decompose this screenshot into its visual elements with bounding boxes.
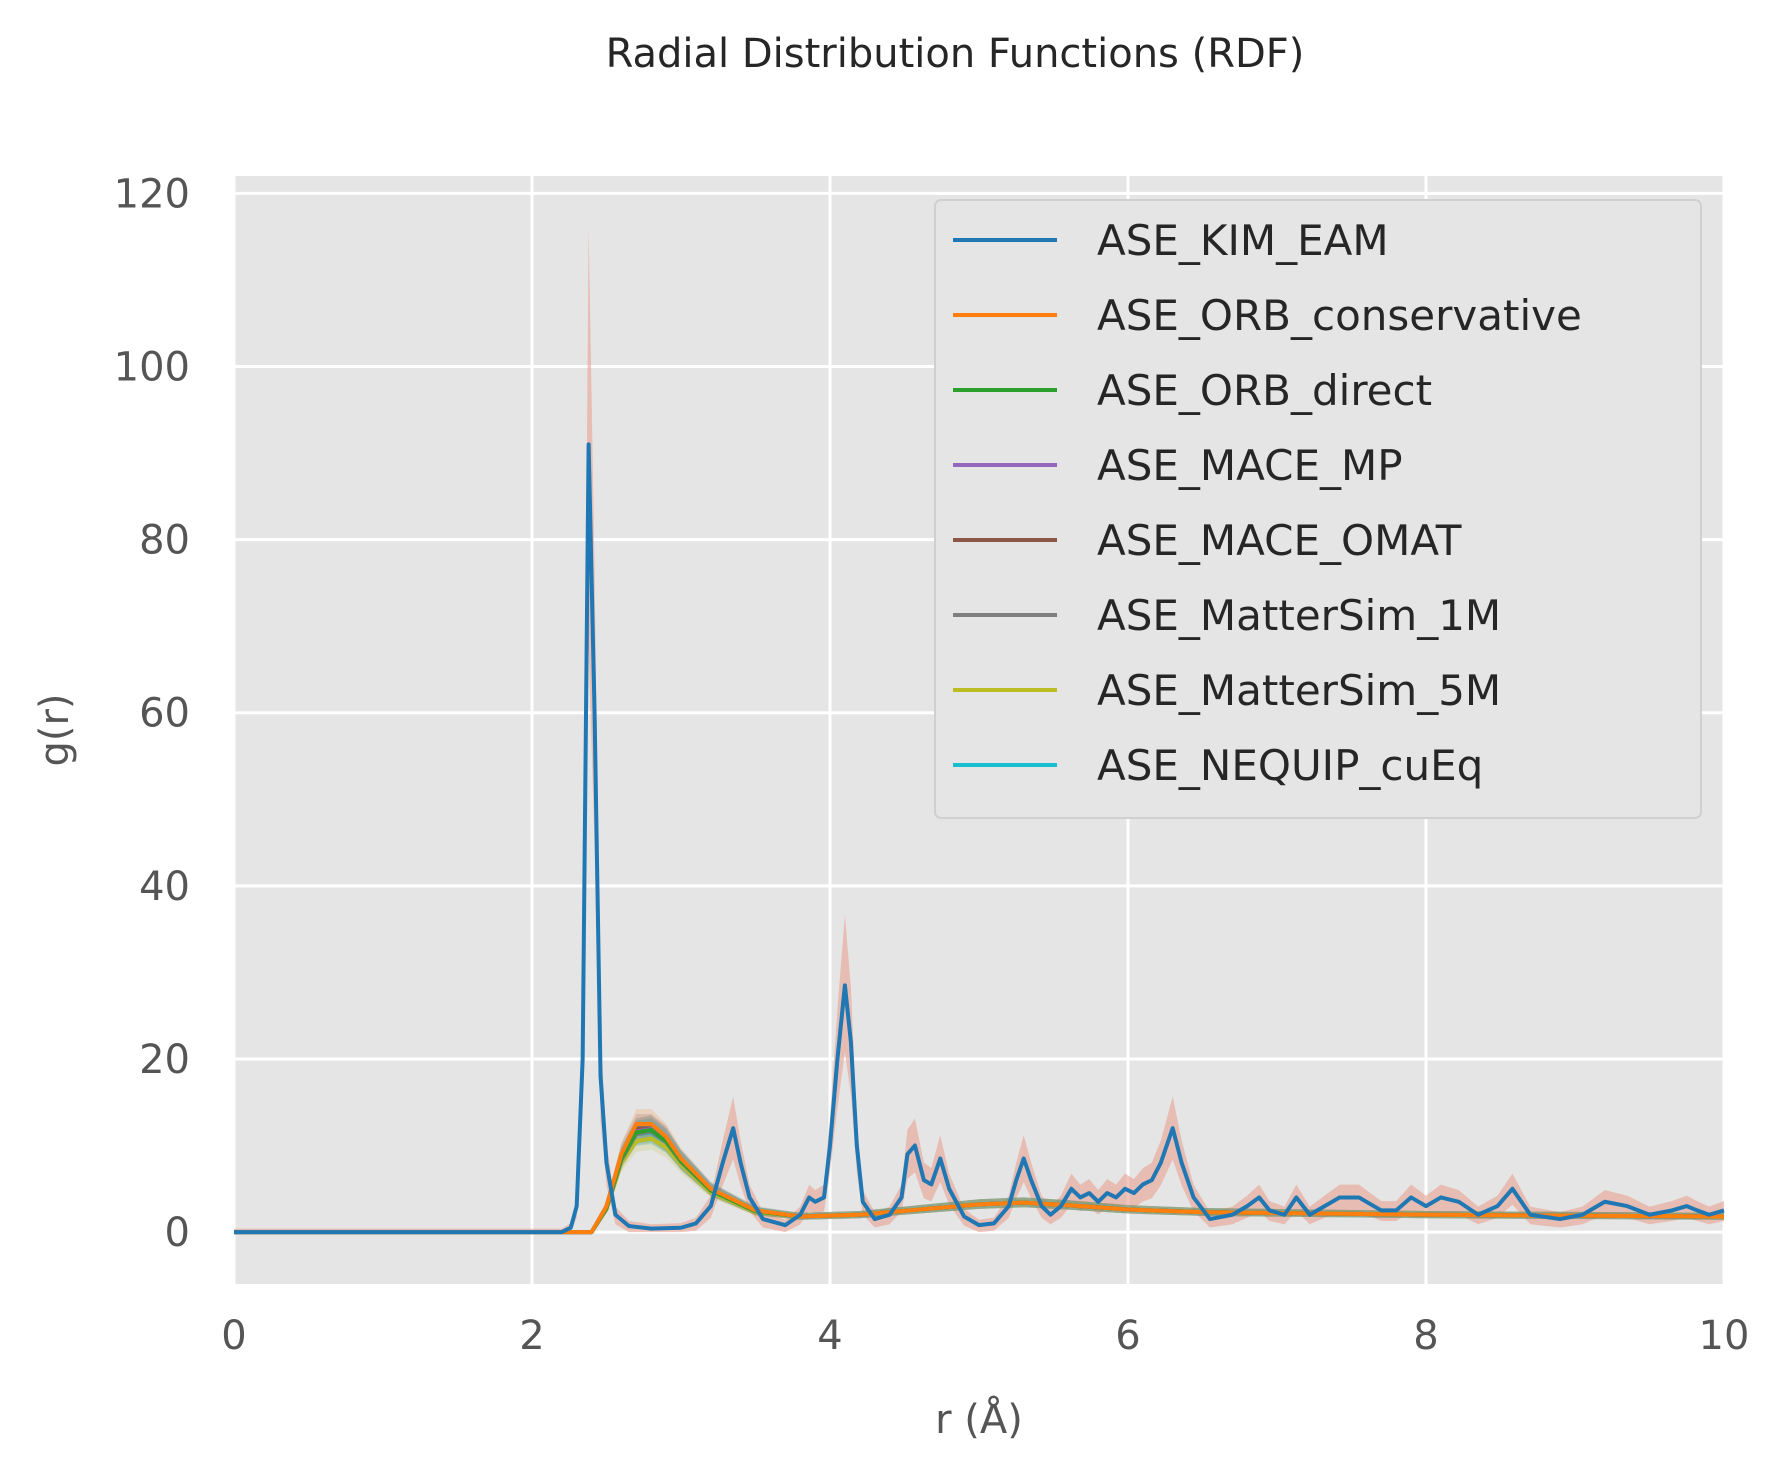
legend: ASE_KIM_EAM ASE_ORB_conservative ASE_ORB_d…	[934, 199, 1702, 819]
x-tick-labels: 0 2 4 6 8 10	[221, 1313, 1749, 1359]
legend-entry: ASE_NEQUIP_cuEq	[1097, 741, 1483, 790]
legend-entry: ASE_ORB_conservative	[1097, 291, 1582, 340]
y-tick-label: 0	[165, 1210, 190, 1256]
legend-entry: ASE_MatterSim_5M	[1097, 666, 1501, 715]
series-lines	[234, 442, 1725, 1235]
x-tick-label: 0	[221, 1313, 246, 1359]
y-tick-label: 60	[139, 691, 190, 737]
legend-entry: ASE_MatterSim_1M	[1097, 591, 1501, 640]
legend-frame	[934, 199, 1702, 819]
x-axis-label: r (Å)	[935, 1395, 1023, 1443]
uncertainty-band	[234, 1114, 1724, 1233]
x-tick-label: 4	[817, 1313, 842, 1359]
x-tick-label: 6	[1115, 1313, 1140, 1359]
y-tick-label: 100	[114, 344, 190, 390]
uncertainty-band	[234, 1115, 1724, 1233]
y-axis-label: g(r)	[32, 693, 78, 766]
y-tick-labels: 0 20 40 60 80 100 120	[114, 171, 190, 1256]
x-tick-label: 10	[1699, 1313, 1750, 1359]
y-tick-label: 20	[139, 1037, 190, 1083]
y-tick-label: 40	[139, 864, 190, 910]
series-line	[234, 442, 1725, 1235]
legend-entry: ASE_MACE_MP	[1097, 441, 1403, 490]
chart-title: Radial Distribution Functions (RDF)	[606, 31, 1305, 77]
y-tick-label: 80	[139, 518, 190, 564]
y-tick-label: 120	[114, 171, 190, 217]
x-tick-label: 8	[1413, 1313, 1438, 1359]
legend-entry: ASE_MACE_OMAT	[1097, 516, 1462, 565]
legend-entry: ASE_KIM_EAM	[1097, 216, 1389, 265]
legend-entry: ASE_ORB_direct	[1097, 366, 1432, 415]
x-tick-label: 2	[519, 1313, 544, 1359]
